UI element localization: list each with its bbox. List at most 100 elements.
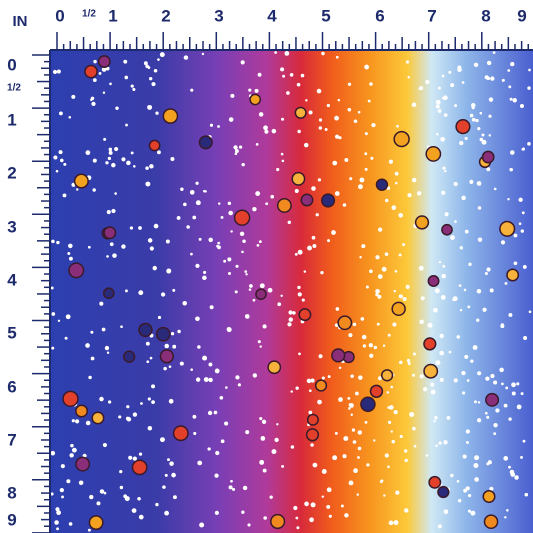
spot (73, 173, 89, 189)
dot (254, 88, 259, 93)
dot (468, 262, 472, 266)
dot (138, 452, 143, 456)
dot (398, 212, 404, 218)
dot (420, 296, 425, 301)
dot (155, 111, 159, 115)
dot (227, 257, 232, 262)
dot (435, 444, 438, 448)
dot (520, 392, 524, 396)
dot (404, 458, 408, 463)
dot (443, 113, 448, 117)
dot (259, 459, 265, 465)
dot (296, 526, 300, 530)
dot (356, 493, 359, 496)
dot (104, 345, 110, 351)
dot (170, 157, 175, 162)
left-ruler-label: 8 (7, 483, 16, 502)
dot (242, 485, 248, 491)
dot (51, 346, 55, 350)
dot (172, 344, 177, 349)
dot (439, 350, 445, 356)
dot (241, 250, 244, 254)
ruler-ticks (32, 32, 530, 533)
dot (364, 132, 368, 136)
dot (523, 335, 528, 341)
dot (439, 333, 444, 339)
dot (423, 387, 428, 392)
dot (202, 355, 208, 361)
dot (88, 375, 92, 380)
dot (85, 343, 90, 348)
dot (350, 374, 354, 378)
dot (190, 88, 194, 92)
dot (492, 51, 496, 55)
dot (394, 269, 398, 273)
dot (481, 139, 487, 145)
dot (366, 463, 370, 467)
dot (52, 69, 58, 75)
dot (241, 510, 245, 514)
dot (476, 288, 482, 294)
dot (519, 104, 524, 109)
dot (186, 225, 190, 229)
dot (443, 509, 449, 515)
top-ruler-label: 2 (161, 6, 170, 25)
dot (378, 227, 383, 232)
dot (466, 379, 470, 382)
dot (361, 334, 367, 340)
dot (101, 327, 106, 332)
dot (364, 167, 368, 171)
dot (310, 502, 316, 508)
dot (228, 485, 233, 490)
dot (367, 99, 371, 103)
spot (148, 139, 161, 152)
dot (470, 510, 476, 516)
dot (461, 195, 466, 201)
spot (320, 193, 336, 208)
dot (214, 510, 219, 515)
dot (300, 73, 305, 78)
dot (475, 118, 479, 123)
dot (288, 310, 293, 315)
dot (448, 350, 452, 354)
dot (92, 188, 96, 192)
spot (337, 315, 353, 331)
left-ruler-label: 5 (7, 323, 16, 342)
dot (147, 238, 153, 243)
dot (471, 106, 475, 110)
dot (375, 288, 380, 294)
dot (149, 356, 153, 360)
dot (388, 420, 392, 424)
dot (361, 244, 366, 249)
dot (406, 358, 411, 363)
dot (70, 443, 74, 448)
dot (171, 472, 176, 478)
dot (378, 376, 382, 381)
dot (138, 226, 142, 230)
dot (398, 360, 403, 365)
dot (419, 374, 424, 379)
dot (103, 491, 107, 495)
dot (67, 251, 71, 255)
dot (419, 319, 424, 325)
dot (489, 486, 494, 491)
dot (338, 366, 342, 370)
dot (152, 265, 157, 271)
dot (121, 157, 126, 162)
dot (107, 156, 112, 161)
dot (317, 178, 322, 182)
dot (441, 190, 446, 195)
dot (308, 410, 313, 415)
dot (518, 222, 522, 226)
spot (198, 135, 213, 150)
dot (479, 137, 484, 142)
dot (417, 191, 422, 196)
dot (213, 410, 218, 415)
dot (441, 96, 445, 100)
dot (402, 243, 406, 247)
dot (119, 485, 124, 490)
dot (258, 240, 262, 244)
dot (332, 160, 338, 166)
dot (155, 502, 159, 507)
dot (156, 150, 161, 155)
